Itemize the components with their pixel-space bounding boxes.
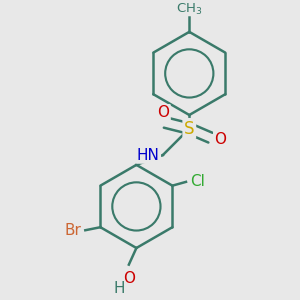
Text: Br: Br [64,223,82,238]
Text: CH$_3$: CH$_3$ [176,2,203,17]
Text: H: H [113,281,125,296]
Text: S: S [184,120,194,138]
Text: O: O [158,105,169,120]
Text: O: O [123,271,135,286]
Text: O: O [214,132,226,147]
Text: Cl: Cl [190,174,205,189]
Text: HN: HN [137,148,160,163]
